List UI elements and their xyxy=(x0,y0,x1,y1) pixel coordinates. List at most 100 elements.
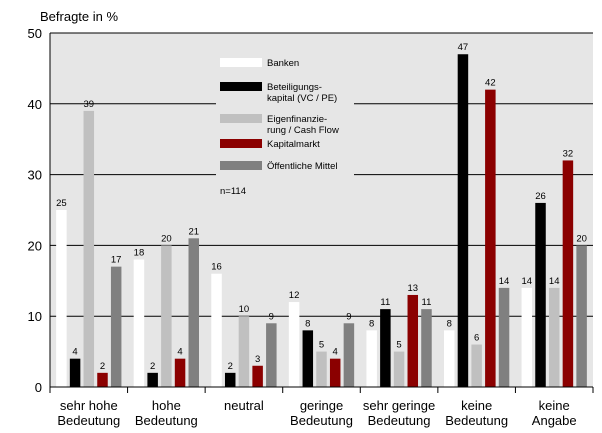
legend-label: Kapitalmarkt xyxy=(267,139,320,150)
data-label: 20 xyxy=(161,233,172,244)
data-label: 16 xyxy=(211,262,222,273)
y-tick-label: 20 xyxy=(28,238,42,253)
data-label: 9 xyxy=(269,311,274,322)
x-tick-label-line: keine xyxy=(539,398,570,413)
y-tick-label: 10 xyxy=(28,309,42,324)
data-label: 18 xyxy=(134,248,145,259)
bar xyxy=(407,294,419,387)
bar xyxy=(485,89,496,387)
axes xyxy=(49,33,594,393)
data-label: 13 xyxy=(407,283,418,294)
x-tick-label-line: neutral xyxy=(224,398,264,413)
x-tick-label-line: keine xyxy=(461,398,492,413)
bar xyxy=(316,351,327,387)
data-label: 8 xyxy=(305,318,310,329)
bar xyxy=(471,344,482,387)
legend-label-line: kapital (VC / PE) xyxy=(267,93,337,104)
bar xyxy=(69,358,81,387)
bar xyxy=(266,323,277,387)
data-label: 14 xyxy=(522,276,533,287)
data-label: 3 xyxy=(255,354,260,365)
bar xyxy=(498,287,510,387)
x-tick-label-line: Bedeutung xyxy=(135,413,198,428)
data-label: 8 xyxy=(369,318,374,329)
bar xyxy=(329,358,341,387)
bar xyxy=(535,202,546,387)
y-axis-label: Befragte in % xyxy=(40,9,118,24)
y-tick-label: 40 xyxy=(28,97,42,112)
bar xyxy=(393,351,405,387)
legend: Banken Beteiligungs-kapital (VC / PE) Eige… xyxy=(216,51,354,201)
legend-label-line: Banken xyxy=(267,58,299,69)
bar xyxy=(562,160,574,387)
x-tick-label: keine Angabe xyxy=(532,398,577,428)
legend-label-line: Öffentliche Mittel xyxy=(267,161,338,172)
bar xyxy=(380,309,391,387)
bar xyxy=(252,365,263,387)
x-tick-label-line: Angabe xyxy=(532,413,577,428)
data-label: 4 xyxy=(177,347,182,358)
legend-label-line: Beteiligungs- xyxy=(267,82,322,93)
legend-label: Beteiligungs-kapital (VC / PE) xyxy=(267,82,337,104)
bar xyxy=(288,302,300,387)
bar xyxy=(366,330,377,387)
bars xyxy=(56,54,587,388)
legend-swatch xyxy=(220,82,262,91)
bar xyxy=(576,245,587,387)
x-tick-label: geringe Bedeutung xyxy=(290,398,353,428)
data-label: 26 xyxy=(535,191,546,202)
data-label: 17 xyxy=(111,255,122,266)
data-label: 20 xyxy=(576,233,587,244)
data-label: 4 xyxy=(72,347,77,358)
y-tick-label: 30 xyxy=(28,168,42,183)
data-label: 6 xyxy=(474,333,479,344)
bar xyxy=(457,54,469,388)
data-label: 5 xyxy=(396,340,401,351)
legend-label: Eigenfinanzie-rung / Cash Flow xyxy=(267,114,339,136)
data-label: 42 xyxy=(485,78,496,89)
x-tick-label-line: Bedeutung xyxy=(445,413,508,428)
x-tick-label-line: Bedeutung xyxy=(290,413,353,428)
x-tick-label-line: Bedeutung xyxy=(368,413,431,428)
bar xyxy=(302,330,314,387)
legend-swatch xyxy=(220,161,262,170)
x-tick-label: sehr geringe Bedeutung xyxy=(363,398,435,428)
legend-swatch xyxy=(220,114,262,123)
sample-size-note: n=114 xyxy=(220,186,246,197)
data-label: 21 xyxy=(188,226,199,237)
bar xyxy=(147,372,158,387)
x-tick-label: keine Bedeutung xyxy=(445,398,508,428)
bar xyxy=(343,323,355,387)
x-tick-label-line: sehr geringe xyxy=(363,398,435,413)
x-tick-label-line: hohe xyxy=(152,398,181,413)
x-tick-label: sehr hohe Bedeutung xyxy=(57,398,120,428)
data-label: 47 xyxy=(458,42,469,53)
legend-swatch xyxy=(220,139,262,148)
legend-label-line: Kapitalmarkt xyxy=(267,139,320,150)
x-tick-label-line: sehr hohe xyxy=(60,398,118,413)
data-label: 32 xyxy=(563,148,574,159)
bar xyxy=(97,372,108,387)
x-tick-label: hohe Bedeutung xyxy=(135,398,198,428)
data-label: 14 xyxy=(499,276,510,287)
x-tick-label-line: Bedeutung xyxy=(57,413,120,428)
bar xyxy=(56,210,67,387)
bar xyxy=(211,273,222,387)
legend-label-line: rung / Cash Flow xyxy=(267,125,339,136)
data-label: 11 xyxy=(380,297,390,308)
bar xyxy=(83,110,95,387)
data-label: 8 xyxy=(447,318,452,329)
data-labels: 2543921718220421162103912854981151311847… xyxy=(56,42,587,372)
y-tick-label: 50 xyxy=(28,26,42,41)
legend-box xyxy=(216,51,354,201)
data-label: 39 xyxy=(83,99,94,110)
y-tick-label: 0 xyxy=(35,380,42,395)
x-tick-label-line: geringe xyxy=(300,398,343,413)
legend-label: Öffentliche Mittel xyxy=(267,161,338,172)
bar xyxy=(224,372,236,387)
data-label: 11 xyxy=(422,297,432,308)
data-label: 2 xyxy=(100,361,105,372)
legend-label: Banken xyxy=(267,58,299,69)
